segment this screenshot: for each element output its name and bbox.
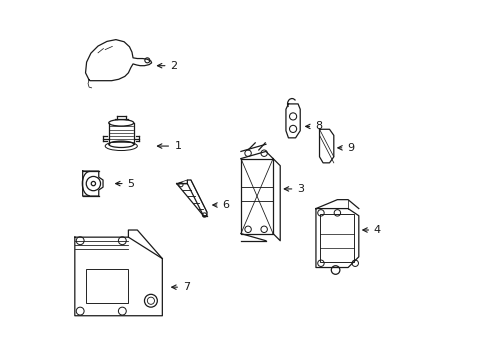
Text: 9: 9 [346,143,353,153]
Text: 6: 6 [222,200,228,210]
Text: 4: 4 [373,225,380,235]
Text: 3: 3 [296,184,304,194]
Text: 5: 5 [127,179,134,189]
Text: 8: 8 [314,121,321,131]
Text: 1: 1 [175,141,182,151]
Text: 2: 2 [170,61,177,71]
Text: 7: 7 [183,282,189,292]
Bar [320,214,353,262]
Bar [85,269,128,303]
